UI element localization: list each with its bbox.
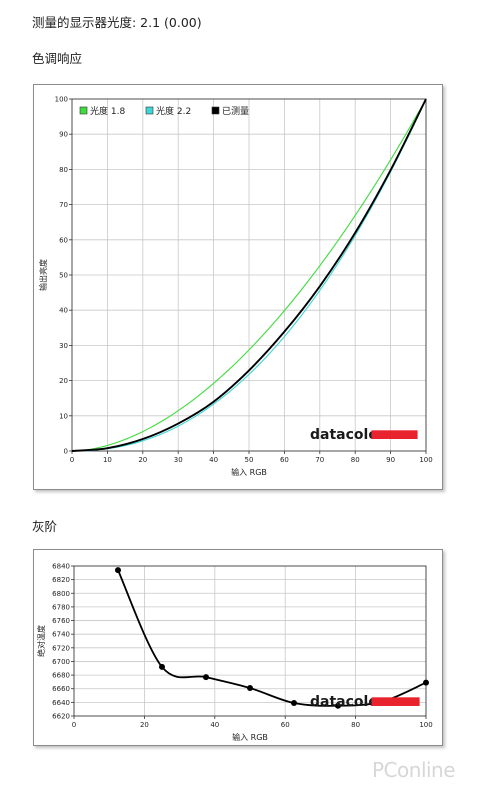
series-line-2	[71, 98, 427, 452]
x-tick-label: 50	[245, 456, 254, 464]
tone-response-chart: 0 10 20 30 40 50 60 70 80 90 100 0 10 20 30 40 50 60 70 80 9…	[38, 96, 433, 478]
legend-label-2: 光度 2.2	[156, 105, 191, 117]
data-point	[115, 567, 121, 574]
x-tick-label: 0	[70, 456, 74, 464]
data-point	[159, 663, 165, 670]
legend-swatch-3	[211, 106, 220, 115]
y-tick-label: 6760	[52, 617, 70, 625]
y-tick-label: 60	[59, 236, 68, 244]
y-tick-label: 50	[59, 272, 68, 280]
x-tick-label: 30	[174, 456, 183, 464]
x-tick-label: 0	[72, 721, 76, 729]
datacolor-logo: datacolor	[310, 694, 420, 710]
x-tick-label: 20	[138, 456, 147, 464]
x-tick-label: 40	[209, 456, 218, 464]
datacolor-logo-bar	[371, 697, 420, 706]
datacolor-logo-text: datacolor	[310, 427, 385, 443]
y-tick-label: 100	[55, 96, 68, 104]
tone-response-panel: 0 10 20 30 40 50 60 70 80 90 100 0 10 20 30 40 50 60 70 80 9…	[33, 84, 443, 490]
y-tick-label: 0	[64, 448, 68, 456]
y-tick-label: 40	[59, 307, 68, 315]
tone-response-heading: 色调响应	[32, 51, 83, 66]
y-tick-label: 6720	[52, 644, 70, 652]
grayscale-panel: 0 20 40 60 80 100 6620 6640 6660 6680 6700 6720 6740…	[33, 549, 443, 746]
x-tick-label: 60	[281, 721, 290, 729]
data-point	[203, 674, 209, 681]
x-tick-label: 90	[386, 456, 395, 464]
x-axis-title: 输入 RGB	[232, 732, 268, 742]
series-line-3	[71, 98, 427, 452]
x-tick-label: 100	[419, 456, 432, 464]
y-tick-label: 6820	[52, 576, 70, 584]
y-tick-label: 6780	[52, 603, 70, 611]
data-point	[423, 679, 429, 686]
x-tick-label: 40	[210, 721, 219, 729]
x-tick-label: 70	[315, 456, 324, 464]
y-tick-label: 80	[59, 166, 68, 174]
series-line-1	[71, 98, 427, 452]
datacolor-logo-text: datacolor	[310, 694, 385, 710]
legend-swatch-1	[79, 106, 88, 115]
x-axis-title: 输入 RGB	[231, 467, 267, 477]
y-tick-label: 6640	[52, 699, 70, 707]
watermark-logo: PConline	[372, 758, 456, 782]
legend-label-3: 已测量	[222, 106, 249, 117]
y-axis-title: 输出亮度	[38, 259, 48, 291]
legend-swatch-2	[145, 106, 154, 115]
data-point	[247, 685, 253, 692]
y-tick-label: 6740	[52, 631, 70, 639]
y-axis-title: 绝对温度	[36, 625, 46, 657]
x-tick-label: 10	[103, 456, 112, 464]
grayscale-heading: 灰阶	[32, 519, 58, 534]
data-point	[291, 700, 297, 707]
y-tick-label: 90	[59, 131, 68, 139]
y-tick-label: 70	[59, 201, 68, 209]
y-tick-label: 6800	[52, 590, 70, 598]
datacolor-logo: datacolor	[310, 427, 418, 443]
grayscale-chart: 0 20 40 60 80 100 6620 6640 6660 6680 6700 6720 6740…	[36, 563, 433, 743]
y-tick-label: 30	[59, 342, 68, 350]
plot-frame	[73, 565, 427, 717]
y-tick-label: 6840	[52, 563, 70, 571]
y-tick-label: 20	[59, 377, 68, 385]
x-tick-label: 100	[419, 721, 432, 729]
datacolor-logo-bar	[371, 430, 418, 439]
x-tick-label: 80	[351, 456, 360, 464]
gamma-heading: 测量的显示器光度: 2.1 (0.00)	[32, 15, 202, 30]
y-tick-label: 6620	[52, 713, 70, 721]
x-tick-label: 80	[351, 721, 360, 729]
y-tick-label: 10	[59, 412, 68, 420]
x-tick-label: 20	[140, 721, 149, 729]
y-tick-label: 6700	[52, 658, 70, 666]
x-tick-label: 60	[280, 456, 289, 464]
legend-label-1: 光度 1.8	[90, 105, 125, 117]
y-tick-label: 6680	[52, 672, 70, 680]
data-point	[335, 702, 341, 709]
y-tick-label: 6660	[52, 685, 70, 693]
